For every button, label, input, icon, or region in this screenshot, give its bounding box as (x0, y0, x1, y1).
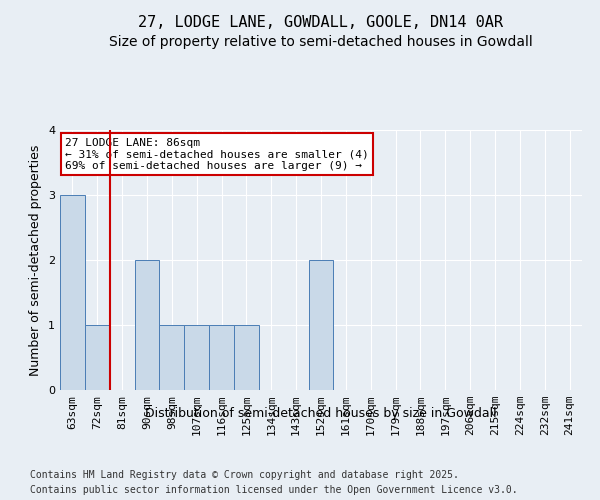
Y-axis label: Number of semi-detached properties: Number of semi-detached properties (29, 144, 43, 376)
Bar (184, 325, 209, 390)
Text: Distribution of semi-detached houses by size in Gowdall: Distribution of semi-detached houses by … (145, 408, 497, 420)
Text: 27 LODGE LANE: 86sqm
← 31% of semi-detached houses are smaller (4)
69% of semi-d: 27 LODGE LANE: 86sqm ← 31% of semi-detac… (65, 138, 369, 171)
Bar (60, 195, 85, 390)
Bar (234, 325, 259, 390)
Bar (160, 325, 184, 390)
Bar (209, 325, 234, 390)
Bar (85, 325, 110, 390)
Text: 27, LODGE LANE, GOWDALL, GOOLE, DN14 0AR: 27, LODGE LANE, GOWDALL, GOOLE, DN14 0AR (139, 15, 503, 30)
Text: Contains public sector information licensed under the Open Government Licence v3: Contains public sector information licen… (30, 485, 518, 495)
Bar (134, 260, 160, 390)
Bar (308, 260, 334, 390)
Text: Size of property relative to semi-detached houses in Gowdall: Size of property relative to semi-detach… (109, 35, 533, 49)
Text: Contains HM Land Registry data © Crown copyright and database right 2025.: Contains HM Land Registry data © Crown c… (30, 470, 459, 480)
